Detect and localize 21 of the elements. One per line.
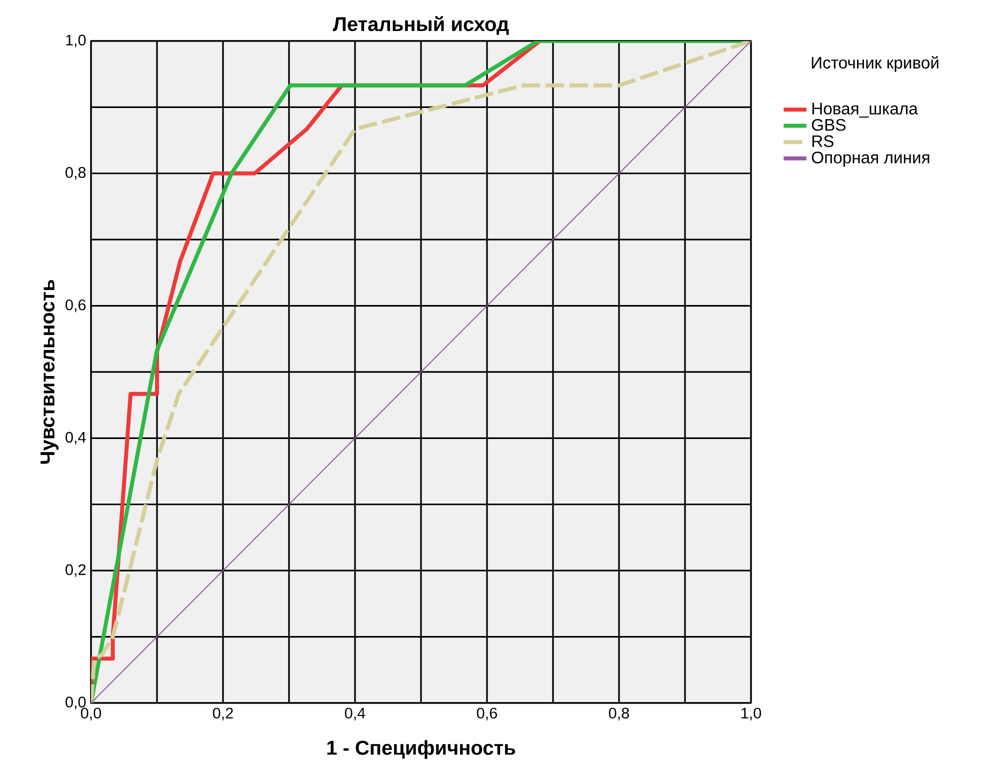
x-tick-label: 1,0	[742, 708, 762, 720]
y-tick-label: 0,6	[66, 299, 86, 312]
x-tick-label: 0,2	[212, 708, 233, 720]
legend-label: GBS	[812, 119, 846, 131]
y-tick-label: 0,0	[66, 696, 86, 710]
y-tick-label: 0,4	[66, 432, 86, 445]
chart-title: Летальный исход	[332, 16, 509, 35]
x-axis-title: 1 - Специфичность	[327, 740, 516, 759]
y-tick-label: 1,0	[66, 34, 86, 48]
legend-title: Источник кривой	[812, 56, 938, 72]
legend-label: Опорная линия	[812, 152, 930, 167]
x-tick-label: 0,6	[476, 708, 497, 720]
legend-label: RS	[812, 135, 834, 148]
x-tick-label: 0,4	[344, 708, 366, 720]
line-series	[91, 40, 752, 703]
legend-label: Новая_шкала	[812, 102, 918, 118]
y-tick-label: 0,8	[66, 167, 86, 180]
x-tick-label: 0,8	[608, 708, 629, 720]
y-axis-title: Чувствительность	[40, 280, 58, 464]
y-tick-label: 0,2	[66, 564, 86, 577]
x-tick-label: 0,0	[80, 708, 102, 720]
